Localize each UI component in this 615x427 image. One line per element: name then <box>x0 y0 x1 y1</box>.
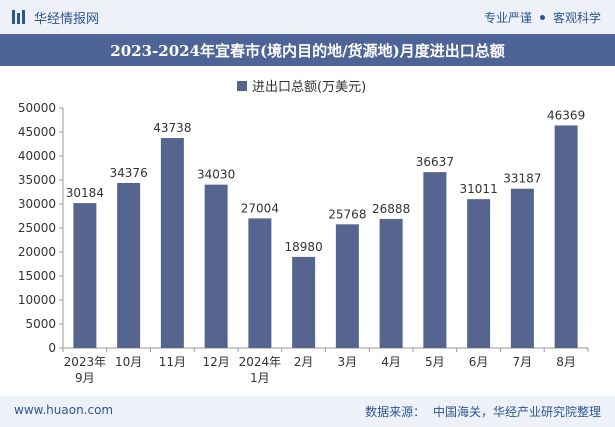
y-tick-label: 50000 <box>18 101 56 115</box>
footer-source-value: 中国海关，华经产业研究院整理 <box>432 405 601 419</box>
y-tick-label: 15000 <box>18 269 56 283</box>
bar <box>423 172 447 348</box>
chart-title: 2023-2024年宜春市(境内目的地/货源地)月度进出口总额 <box>110 41 505 60</box>
x-tick-label: 7月 <box>513 355 533 369</box>
bar-chart: 0 5000 10000 15000 20000 25000 30000 35000 40000… <box>18 101 589 385</box>
bar <box>379 218 403 348</box>
y-tick-label: 25000 <box>18 221 56 235</box>
brand-name: 华经情报网 <box>34 11 100 27</box>
bar <box>204 184 228 348</box>
data-label: 36637 <box>416 155 454 169</box>
tagline: 专业严谨 客观科学 <box>484 9 601 26</box>
x-tick-label: 6月 <box>469 355 489 369</box>
bar <box>248 218 272 348</box>
bar <box>117 182 141 348</box>
x-tick-label: 4月 <box>381 355 401 369</box>
x-tick-label: 11月 <box>159 355 186 369</box>
data-label: 46369 <box>547 108 585 122</box>
x-tick-label: 3月 <box>338 355 358 369</box>
data-label: 25768 <box>328 207 366 221</box>
bar <box>335 224 359 348</box>
bar <box>467 199 491 348</box>
x-tick-label: 8月 <box>556 355 576 369</box>
data-label: 27004 <box>241 201 279 215</box>
y-tick-label: 10000 <box>18 293 56 307</box>
x-tick-label: 5月 <box>425 355 445 369</box>
y-tick-label: 0 <box>48 341 56 355</box>
top-header-band: 华经情报网 专业严谨 客观科学 <box>0 0 615 34</box>
y-tick-label: 30000 <box>18 197 56 211</box>
data-label: 33187 <box>503 172 541 186</box>
x-tick-label: 10月 <box>115 355 142 369</box>
x-tick-label: 2月 <box>294 355 314 369</box>
data-label: 30184 <box>66 186 104 200</box>
data-label: 43738 <box>153 121 191 135</box>
bar <box>554 125 578 348</box>
bar <box>292 256 316 348</box>
y-tick-label: 35000 <box>18 173 56 187</box>
y-tick-label: 45000 <box>18 125 56 139</box>
data-label: 34376 <box>110 166 148 180</box>
bar <box>510 188 534 348</box>
y-tick-label: 20000 <box>18 245 56 259</box>
chart-legend: 进出口总额(万美元) <box>237 76 366 95</box>
chart-title-bar: 2023-2024年宜春市(境内目的地/货源地)月度进出口总额 <box>0 34 615 66</box>
tagline-right: 客观科学 <box>552 11 601 25</box>
tagline-left: 专业严谨 <box>483 11 532 25</box>
bar <box>160 138 184 348</box>
brand-logo: 华经情报网 <box>12 8 100 27</box>
data-label: 26888 <box>372 202 410 216</box>
bar <box>73 203 97 348</box>
data-label: 34030 <box>197 168 235 182</box>
x-tick-label: 2023年 9月 <box>64 355 107 385</box>
x-tick-label: 12月 <box>202 355 229 369</box>
footer-source: 数据来源： 中国海关，华经产业研究院整理 <box>365 403 601 420</box>
y-tick-label: 5000 <box>25 317 56 331</box>
footer-source-label: 数据来源： <box>365 405 426 419</box>
data-label: 31011 <box>460 182 498 196</box>
legend-label: 进出口总额(万美元) <box>252 80 367 95</box>
footer-band: www.huaon.com 数据来源： 中国海关，华经产业研究院整理 <box>0 396 615 427</box>
legend-swatch <box>237 80 247 91</box>
tagline-dot-icon <box>539 15 545 20</box>
data-label: 18980 <box>285 240 323 254</box>
footer-website[interactable]: www.huaon.com <box>14 403 114 417</box>
x-tick-label: 2024年 1月 <box>239 355 282 385</box>
brand-logo-icon <box>12 10 25 24</box>
y-tick-label: 40000 <box>18 149 56 163</box>
